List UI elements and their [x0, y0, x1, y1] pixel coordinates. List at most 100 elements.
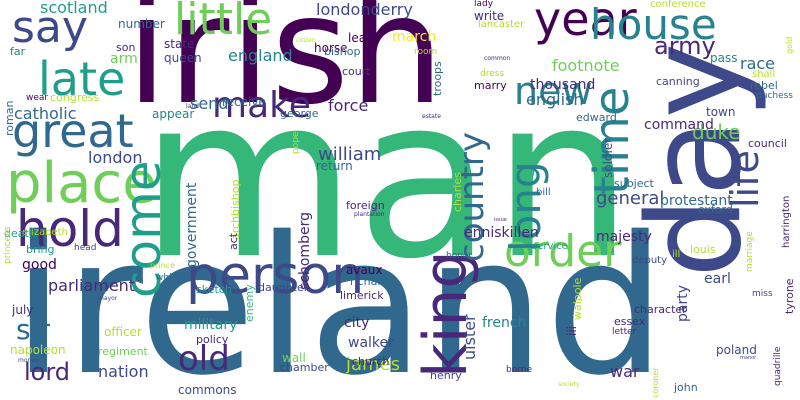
word: march — [392, 29, 437, 45]
word: london — [88, 148, 143, 167]
word: city — [344, 315, 370, 331]
word: head — [74, 243, 97, 253]
word: duchess — [756, 91, 793, 101]
word: council — [748, 137, 787, 150]
word: mayor — [98, 295, 118, 302]
word: canning — [656, 75, 700, 88]
word: iii — [565, 325, 579, 336]
word: quadrille — [773, 346, 783, 386]
word: prince — [150, 261, 175, 270]
word: year — [534, 0, 637, 46]
word: army — [654, 32, 716, 60]
word: queen — [164, 51, 202, 65]
word: oxford — [698, 203, 733, 216]
word: congress — [50, 91, 100, 104]
word: bring — [26, 243, 55, 256]
word: white — [156, 273, 181, 283]
word: death — [4, 227, 36, 240]
word: nation — [98, 362, 149, 381]
word: new — [514, 69, 593, 113]
word: july — [12, 303, 34, 317]
word: war — [610, 362, 640, 381]
word: conference — [650, 0, 706, 10]
word: policy — [196, 333, 229, 346]
word: money — [18, 357, 39, 364]
word: arm — [110, 51, 138, 67]
word: citizen — [296, 37, 316, 44]
word: honor — [446, 251, 473, 261]
word: bishop — [324, 45, 361, 58]
word: service — [532, 241, 568, 252]
word: little — [174, 0, 273, 45]
word: sir — [16, 313, 50, 346]
word: louis — [690, 243, 716, 256]
word: ill — [672, 249, 681, 260]
word: gold — [785, 36, 794, 54]
word: land — [186, 103, 199, 110]
word: officer — [104, 325, 142, 339]
word: subject — [614, 177, 654, 190]
word: roman — [3, 100, 16, 136]
word: borne — [506, 365, 533, 375]
word: rebel — [750, 79, 778, 92]
word: wall — [282, 351, 306, 365]
word: appear — [152, 107, 195, 121]
word: scotland — [40, 0, 108, 17]
word: good — [22, 257, 57, 273]
word: commons — [178, 383, 237, 397]
word: man — [140, 50, 633, 308]
word: catholic — [14, 104, 77, 123]
word: room — [414, 47, 438, 57]
word: society — [558, 381, 580, 388]
word: walker — [348, 335, 394, 351]
word: edward — [576, 111, 617, 124]
word: george — [280, 107, 319, 120]
word: londonderry — [316, 0, 413, 19]
word: elizabeth — [22, 227, 68, 238]
word: leave — [348, 31, 381, 45]
word: sketch — [196, 283, 232, 296]
word: horse — [314, 41, 348, 55]
word: race — [740, 54, 776, 73]
word: say — [12, 2, 88, 53]
word: letter — [612, 327, 637, 337]
word: daughter — [258, 281, 309, 294]
word: archbishop — [229, 179, 242, 241]
word: england — [228, 46, 293, 65]
word: enemy — [243, 284, 256, 322]
word: enniskillen — [464, 225, 539, 241]
word: john — [674, 381, 698, 394]
word: plantation — [354, 211, 385, 218]
word: lord — [24, 358, 71, 386]
word: government — [184, 182, 200, 268]
word: pope — [291, 131, 301, 154]
word: wear — [26, 93, 49, 103]
word: napoleon — [10, 343, 66, 357]
word: earl — [704, 271, 731, 287]
word: charles — [451, 172, 464, 212]
word: lancaster — [478, 19, 525, 30]
word: majesty — [596, 229, 652, 245]
word: late — [38, 52, 126, 106]
word: troops — [431, 61, 444, 96]
word: ireland — [12, 196, 666, 400]
word: manor — [740, 355, 757, 361]
word: tyrone — [783, 278, 796, 314]
word: character — [634, 303, 687, 316]
word: send — [190, 94, 229, 113]
word: william — [318, 144, 382, 165]
word: ulster — [460, 314, 479, 360]
word: shall — [752, 69, 776, 80]
word: person — [186, 246, 365, 306]
word: miss — [752, 289, 773, 299]
word: deputy — [632, 255, 668, 266]
word: coroner — [651, 367, 660, 398]
word: act — [227, 232, 240, 250]
word: common — [484, 55, 511, 62]
word: footnote — [552, 56, 620, 75]
word: marriage — [745, 231, 755, 272]
word: hold — [16, 200, 124, 258]
word: court — [342, 65, 371, 78]
word: poland — [716, 343, 757, 357]
